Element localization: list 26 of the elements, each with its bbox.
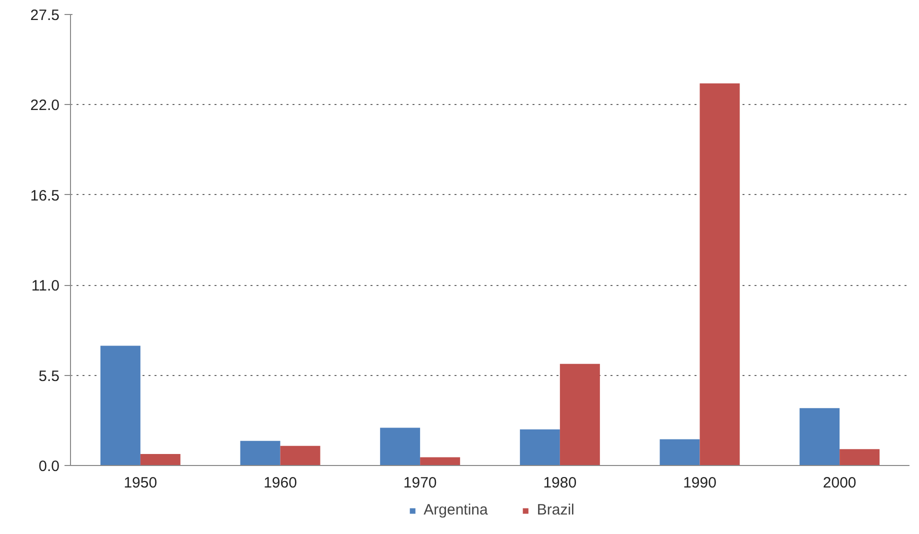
y-tick-label: 11.0 — [31, 278, 60, 295]
y-tick-label: 5.5 — [38, 368, 60, 385]
bar — [800, 408, 840, 466]
bar — [380, 428, 420, 466]
bar — [100, 346, 140, 466]
bar — [840, 449, 880, 466]
y-tick-label: 22.0 — [30, 97, 60, 114]
bar — [280, 446, 320, 466]
bar — [660, 439, 700, 466]
bar — [240, 440, 280, 466]
x-tick-label: 2000 — [822, 474, 856, 492]
x-tick-label: 1950 — [124, 474, 158, 492]
y-tick-label: 0.0 — [38, 458, 60, 475]
bar — [140, 454, 180, 466]
y-tick-label: 16.5 — [30, 187, 60, 204]
x-tick-label: 1970 — [403, 474, 437, 492]
x-tick-label: 1960 — [264, 474, 297, 492]
bar — [520, 429, 560, 466]
legend-label: Brazil — [536, 502, 574, 518]
bar — [700, 83, 740, 466]
bar — [560, 364, 600, 466]
x-tick-label: 1980 — [543, 474, 577, 492]
bar — [420, 457, 460, 466]
y-tick-label: 27.5 — [30, 7, 60, 24]
legend-label: Argentina — [424, 502, 488, 518]
x-tick-label: 1990 — [683, 474, 716, 492]
